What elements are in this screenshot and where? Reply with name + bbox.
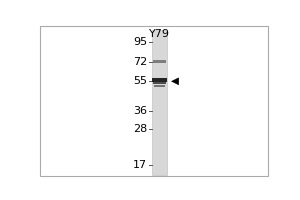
- Bar: [154, 85, 165, 87]
- Text: 55: 55: [134, 76, 147, 86]
- Text: 17: 17: [133, 160, 147, 170]
- Bar: [152, 30, 167, 175]
- Text: 72: 72: [133, 57, 147, 67]
- Bar: [153, 60, 166, 63]
- Text: 95: 95: [133, 37, 147, 47]
- Text: Y79: Y79: [149, 29, 170, 39]
- Text: 28: 28: [133, 124, 147, 134]
- Bar: [153, 82, 166, 84]
- Text: 36: 36: [134, 106, 147, 116]
- Bar: [152, 78, 167, 82]
